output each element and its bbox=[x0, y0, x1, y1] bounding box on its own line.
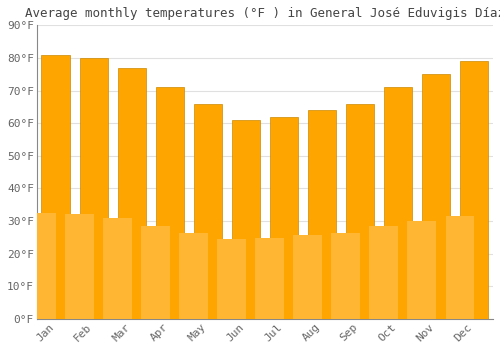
Bar bbox=[27, 213, 56, 319]
Bar bbox=[270, 117, 298, 319]
Bar bbox=[156, 87, 184, 319]
Bar bbox=[446, 216, 474, 319]
Bar bbox=[308, 110, 336, 319]
Bar bbox=[218, 239, 246, 319]
Bar bbox=[180, 233, 208, 319]
Bar bbox=[460, 61, 488, 319]
Bar bbox=[332, 233, 360, 319]
Bar bbox=[256, 238, 284, 319]
Bar bbox=[42, 55, 70, 319]
Bar bbox=[104, 218, 132, 319]
Title: Average monthly temperatures (°F ) in General José Eduvigis Díaz: Average monthly temperatures (°F ) in Ge… bbox=[25, 7, 500, 20]
Bar bbox=[232, 120, 260, 319]
Bar bbox=[294, 235, 322, 319]
Bar bbox=[65, 215, 94, 319]
Bar bbox=[422, 74, 450, 319]
Bar bbox=[80, 58, 108, 319]
Bar bbox=[370, 226, 398, 319]
Bar bbox=[194, 104, 222, 319]
Bar bbox=[384, 87, 412, 319]
Bar bbox=[346, 104, 374, 319]
Bar bbox=[408, 221, 436, 319]
Bar bbox=[118, 68, 146, 319]
Bar bbox=[142, 226, 170, 319]
